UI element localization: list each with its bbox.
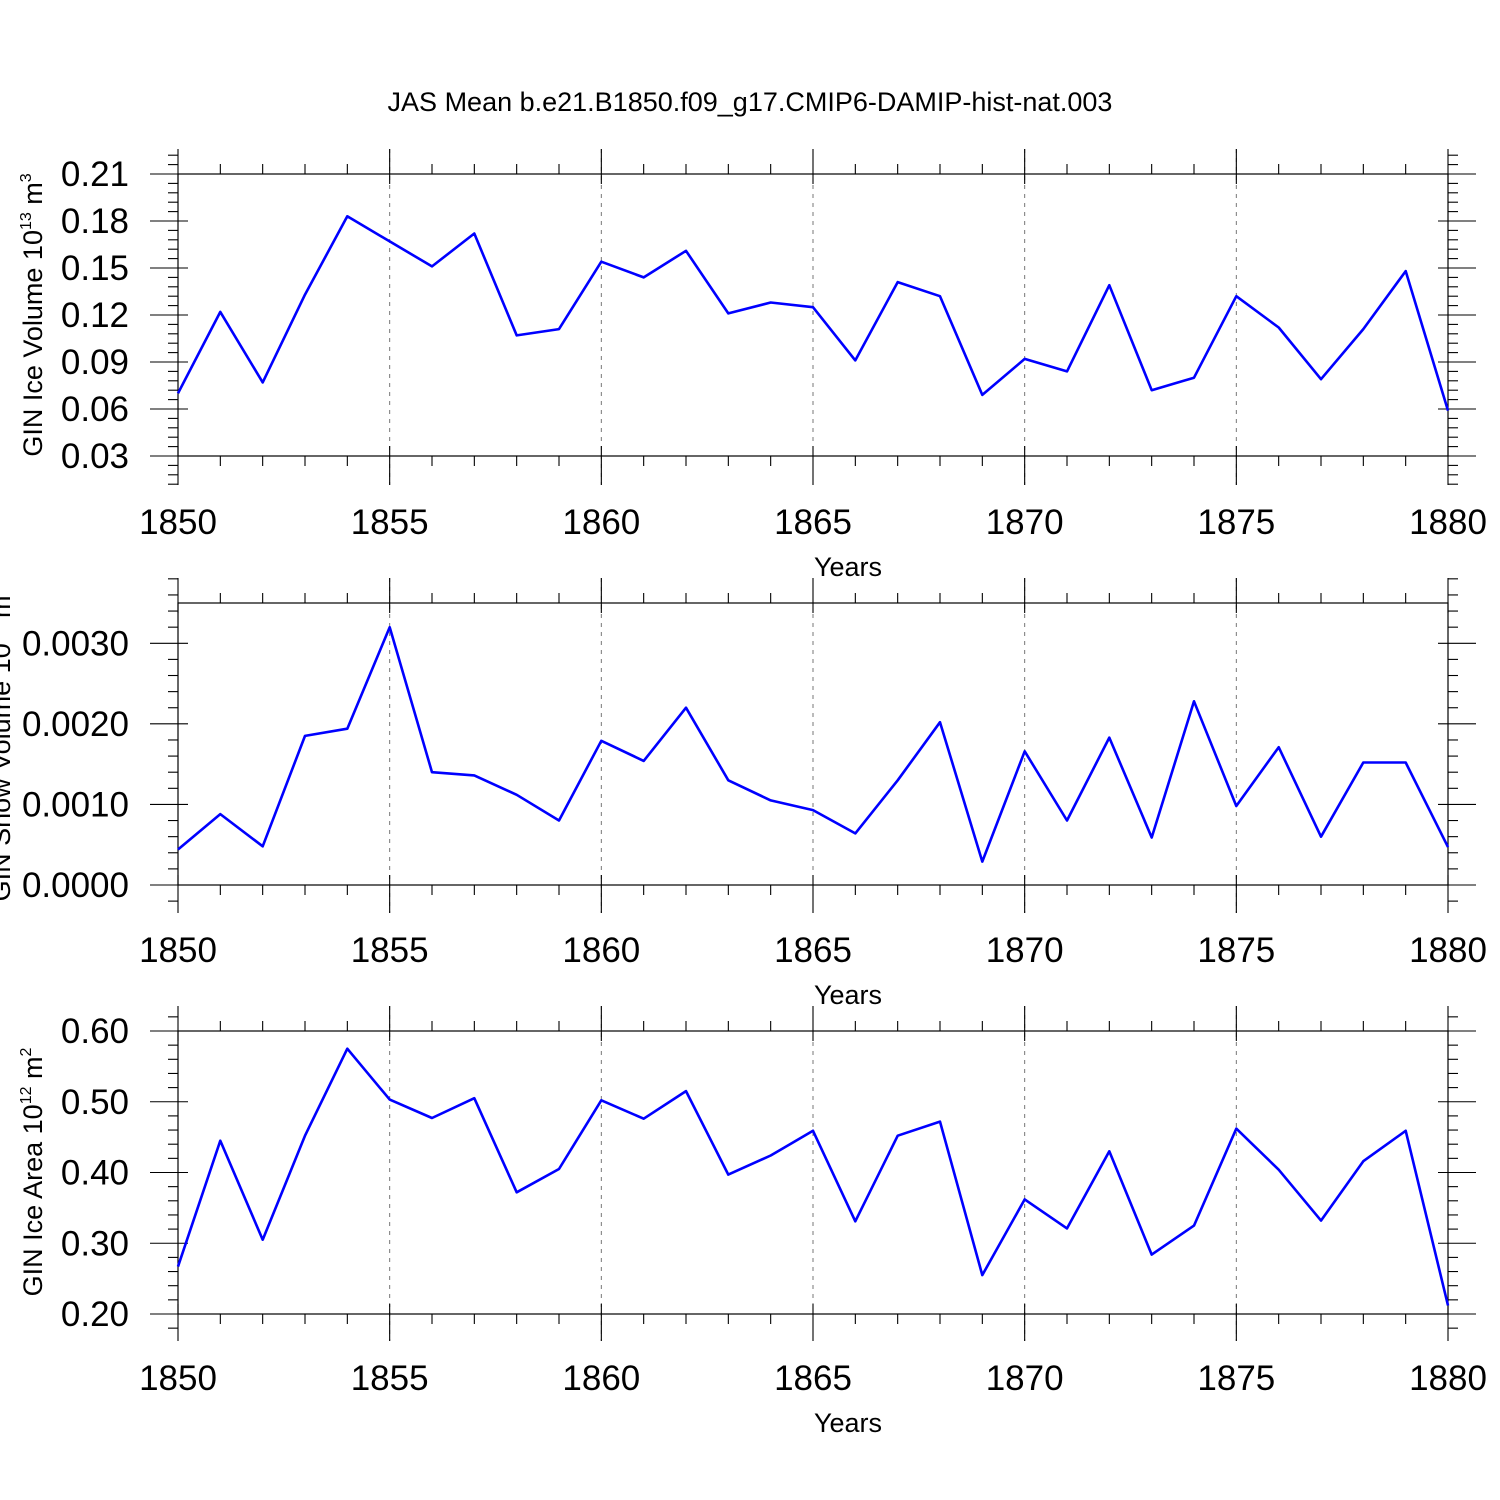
x-tick-label: 1865 — [774, 931, 852, 970]
series-line — [176, 1047, 1450, 1306]
y-axis-title: GIN Snow Volume 1013 m3 — [0, 586, 16, 901]
x-axis-title: Years — [814, 552, 882, 582]
x-tick-label: 1865 — [774, 503, 852, 542]
x-tick-label: 1860 — [562, 1359, 640, 1398]
x-tick-label: 1875 — [1197, 931, 1275, 970]
figure-title: JAS Mean b.e21.B1850.f09_g17.CMIP6-DAMIP… — [388, 87, 1113, 117]
panel-ice-area: 1850 1855 1860 1865 1870 1875 1880 Years 0.20 0.3… — [18, 1006, 1487, 1438]
y-tick-label: 0.0020 — [22, 705, 129, 744]
series-line — [176, 215, 1450, 411]
x-axis-title: Years — [814, 1408, 882, 1438]
y-tick-label: 0.0000 — [22, 866, 129, 905]
x-tick-label: 1855 — [351, 503, 429, 542]
x-tick-label: 1875 — [1197, 503, 1275, 542]
y-axis-title: GIN Ice Area 1012 m2 — [18, 1048, 48, 1297]
y-tick-label: 0.06 — [61, 390, 129, 429]
x-tick-label: 1870 — [986, 931, 1064, 970]
y-tick-label: 0.09 — [61, 343, 129, 382]
x-tick-label: 1850 — [139, 931, 217, 970]
x-tick-label: 1860 — [562, 931, 640, 970]
y-tick-label: 0.15 — [61, 249, 129, 288]
y-tick-label: 0.21 — [61, 155, 129, 194]
y-tick-label: 0.0030 — [22, 624, 129, 663]
x-tick-label: 1860 — [562, 503, 640, 542]
y-tick-label: 0.03 — [61, 437, 129, 476]
panel-snow-volume: 1850 1855 1860 1865 1870 1875 1880 Years 0.0000 0… — [0, 578, 1487, 1010]
y-tick-label: 0.20 — [61, 1295, 129, 1334]
x-tick-label: 1855 — [351, 1359, 429, 1398]
x-axis-title: Years — [814, 980, 882, 1010]
x-tick-label: 1850 — [139, 1359, 217, 1398]
x-tick-label: 1880 — [1409, 931, 1487, 970]
y-tick-label: 0.60 — [61, 1012, 129, 1051]
x-tick-label: 1870 — [986, 503, 1064, 542]
y-tick-label: 0.50 — [61, 1083, 129, 1122]
x-tick-label: 1865 — [774, 1359, 852, 1398]
x-tick-label: 1880 — [1409, 1359, 1487, 1398]
x-tick-label: 1850 — [139, 503, 217, 542]
x-tick-label: 1855 — [351, 931, 429, 970]
panel-ice-volume: 1850 1855 1860 1865 1870 1875 1880 Years 0.03 0.0… — [18, 149, 1487, 582]
y-tick-label: 0.0010 — [22, 785, 129, 824]
y-tick-label: 0.40 — [61, 1154, 129, 1193]
x-tick-label: 1870 — [986, 1359, 1064, 1398]
y-tick-label: 0.30 — [61, 1224, 129, 1263]
y-tick-label: 0.18 — [61, 202, 129, 241]
x-tick-label: 1880 — [1409, 503, 1487, 542]
series-line — [177, 625, 1450, 863]
x-tick-label: 1875 — [1197, 1359, 1275, 1398]
y-axis-title: GIN Ice Volume 1013 m3 — [18, 173, 48, 456]
y-tick-label: 0.12 — [61, 296, 129, 335]
